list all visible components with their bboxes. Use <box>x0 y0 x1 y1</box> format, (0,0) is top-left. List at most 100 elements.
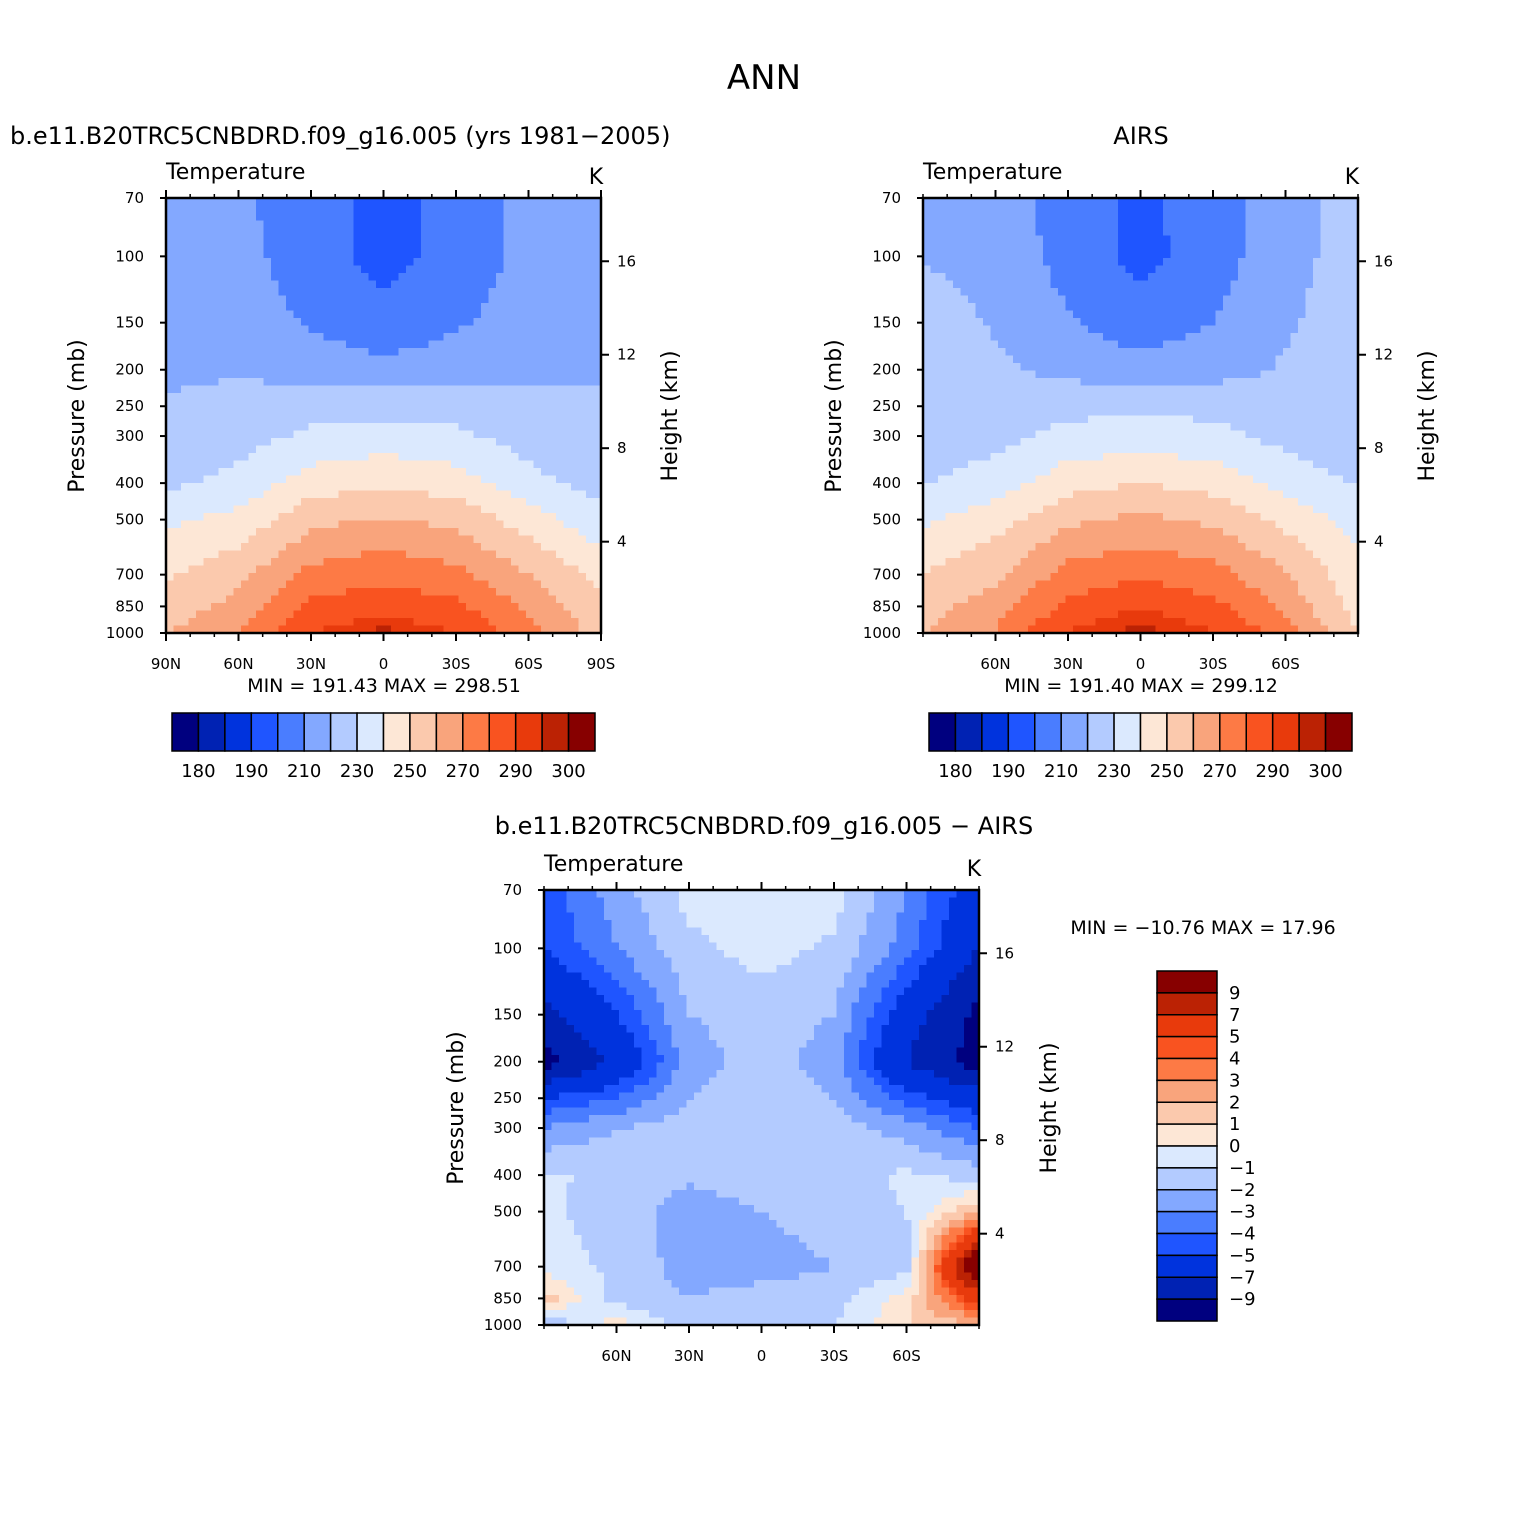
contour-cell <box>293 370 302 379</box>
contour-cell <box>436 280 445 289</box>
contour-cell <box>953 220 962 229</box>
contour-cell <box>368 453 377 462</box>
contour-cell <box>466 258 475 267</box>
contour-cell <box>436 528 445 537</box>
contour-cell <box>181 415 190 424</box>
contour-cell <box>353 243 362 252</box>
contour-cell <box>968 288 977 297</box>
contour-cell <box>488 543 497 552</box>
contour-cell <box>308 618 317 627</box>
contour-cell <box>1223 295 1232 304</box>
contour-cell <box>1118 310 1127 319</box>
contour-cell <box>593 580 602 589</box>
contour-cell <box>428 228 437 237</box>
contour-cell <box>421 310 430 319</box>
contour-cell <box>1253 385 1262 394</box>
contour-cell <box>391 370 400 379</box>
contour-cell <box>308 385 317 394</box>
contour-cell <box>1335 265 1344 274</box>
contour-cell <box>1178 355 1187 364</box>
contour-cell <box>1335 205 1344 214</box>
contour-cell <box>233 400 242 409</box>
contour-cell <box>1178 205 1187 214</box>
contour-cell <box>481 333 490 342</box>
x-tick-label: 60S <box>514 655 543 673</box>
contour-cell <box>196 385 205 394</box>
contour-cell <box>593 205 602 214</box>
contour-cell <box>1050 288 1059 297</box>
contour-cell <box>196 280 205 289</box>
contour-cell <box>511 558 520 567</box>
contour-cell <box>451 475 460 484</box>
contour-cell <box>398 303 407 312</box>
contour-cell <box>1140 355 1149 364</box>
contour-cell <box>1058 295 1067 304</box>
contour-cell <box>1343 265 1352 274</box>
contour-cell <box>406 318 415 327</box>
contour-cell <box>571 385 580 394</box>
contour-cell <box>271 280 280 289</box>
contour-cell <box>166 550 175 559</box>
contour-cell <box>571 580 580 589</box>
contour-cell <box>1223 348 1232 357</box>
contour-cell <box>990 348 999 357</box>
contour-cell <box>586 498 595 507</box>
contour-cell <box>331 340 340 349</box>
contour-cell <box>263 460 272 469</box>
contour-cell <box>368 228 377 237</box>
contour-cell <box>1013 318 1022 327</box>
contour-cell <box>1155 318 1164 327</box>
contour-cell <box>331 393 340 402</box>
contour-cell <box>286 340 295 349</box>
contour-cell <box>1125 213 1134 222</box>
contour-cell <box>421 385 430 394</box>
contour-cell <box>346 535 355 544</box>
contour-cell <box>421 303 430 312</box>
contour-cell <box>181 603 190 612</box>
contour-cell <box>1020 310 1029 319</box>
contour-cell <box>263 475 272 484</box>
contour-cell <box>481 198 490 207</box>
contour-cell <box>391 588 400 597</box>
contour-cell <box>376 535 385 544</box>
contour-cell <box>1260 363 1269 372</box>
contour-cell <box>331 213 340 222</box>
contour-cell <box>541 618 550 627</box>
contour-cell <box>1065 235 1074 244</box>
contour-cell <box>1238 213 1247 222</box>
contour-cell <box>938 213 947 222</box>
contour-cell <box>548 370 557 379</box>
contour-cell <box>203 453 212 462</box>
contour-cell <box>1163 280 1172 289</box>
contour-cell <box>248 445 257 454</box>
contour-cell <box>541 205 550 214</box>
contour-cell <box>443 228 452 237</box>
contour-cell <box>316 348 325 357</box>
contour-cell <box>975 370 984 379</box>
contour-cell <box>481 505 490 514</box>
contour-cell <box>331 558 340 567</box>
contour-cell <box>1020 273 1029 282</box>
contour-cell <box>368 490 377 499</box>
contour-cell <box>248 370 257 379</box>
contour-cell <box>278 573 287 582</box>
contour-cell <box>593 430 602 439</box>
contour-cell <box>428 580 437 589</box>
contour-cell <box>1088 370 1097 379</box>
contour-cell <box>181 243 190 252</box>
contour-cell <box>1328 348 1337 357</box>
contour-cell <box>316 453 325 462</box>
contour-cell <box>353 580 362 589</box>
contour-cell <box>248 265 257 274</box>
contour-cell <box>383 325 392 334</box>
contour-cell <box>338 333 347 342</box>
contour-cell <box>1148 363 1157 372</box>
colorbar-label: 250 <box>393 761 427 782</box>
contour-cell <box>398 258 407 267</box>
contour-cell <box>368 220 377 229</box>
contour-cell <box>413 400 422 409</box>
contour-cell <box>1013 273 1022 282</box>
contour-cell <box>211 558 220 567</box>
contour-cell <box>1245 243 1254 252</box>
contour-cell <box>428 595 437 604</box>
